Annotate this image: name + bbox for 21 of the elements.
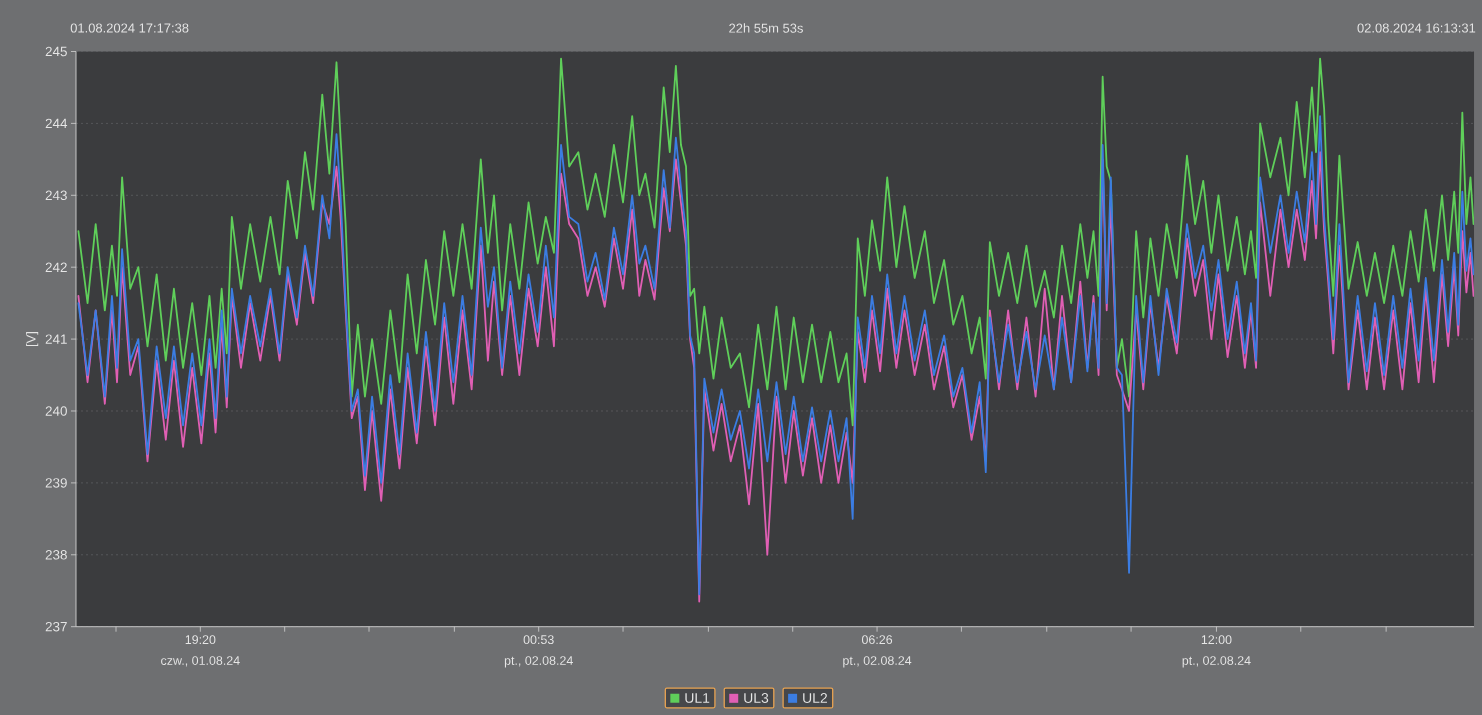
legend-label: UL3: [744, 693, 769, 703]
y-tick-label: 239: [45, 478, 67, 488]
line-series: [77, 57, 1475, 427]
y-tick-label: 240: [45, 406, 67, 416]
y-tick-label: 238: [45, 550, 67, 560]
y-tick-label: 244: [45, 118, 68, 129]
y-tick-label: 241: [45, 334, 67, 344]
y-tick-label: 242: [45, 262, 67, 272]
y-tick-label: 245: [45, 46, 67, 57]
legend-label: UL2: [803, 693, 827, 703]
y-tick-label: 237: [45, 621, 67, 632]
text: 02.08.2024 16:13:31: [1357, 23, 1476, 33]
chart-title: 22h 55m 53s: [729, 23, 803, 33]
x-tick-label: 06:26 pt., 02.08.24: [843, 635, 912, 668]
x-tick-label: 00:53 pt., 02.08.24: [504, 635, 573, 668]
y-tick-label: 243: [45, 190, 67, 201]
x-tick-label: 19:20 czw., 01.08.24: [161, 635, 240, 667]
y-axis-title: [V]: [26, 332, 39, 347]
text: 01.08.2024 17:17:38: [70, 23, 189, 33]
legend-label: UL1: [685, 693, 710, 703]
x-tick-label: 12:00 pt., 02.08.24: [1182, 635, 1251, 668]
